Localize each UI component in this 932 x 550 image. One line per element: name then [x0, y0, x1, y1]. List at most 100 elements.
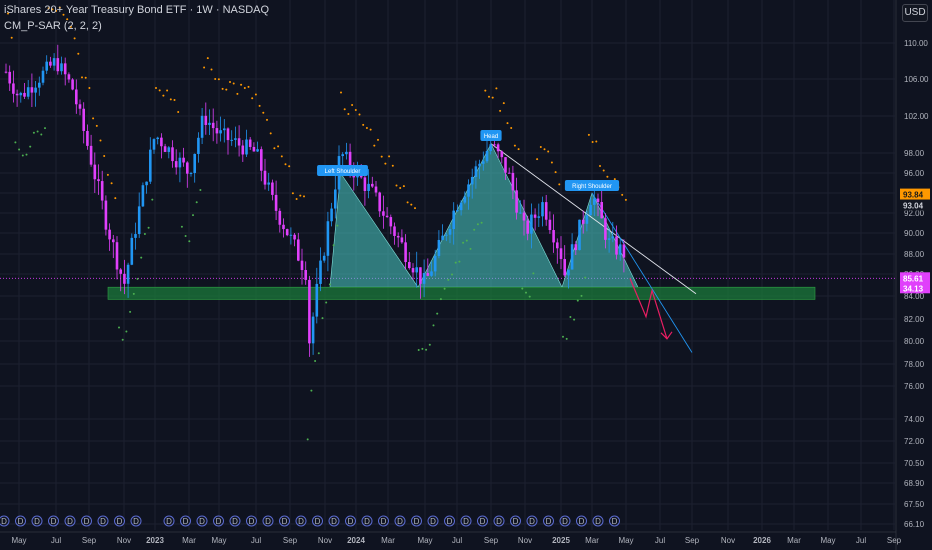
time-tick-label: 2024: [347, 536, 365, 545]
candle-body: [263, 170, 267, 185]
time-tick-label: Jul: [655, 536, 665, 545]
sar-dot: [451, 273, 453, 276]
candle-body: [271, 182, 274, 195]
candle-body: [433, 255, 437, 272]
sar-dot: [388, 155, 391, 158]
dividend-marker: [543, 515, 554, 527]
sar-dot: [421, 347, 424, 350]
sar-dot: [143, 233, 146, 236]
sar-dot: [140, 256, 143, 259]
sar-dot: [21, 154, 24, 157]
time-tick-label: May: [618, 536, 633, 545]
candle-body: [448, 229, 452, 235]
sar-dot: [110, 182, 113, 185]
candle-body: [611, 236, 615, 239]
price-tick-label: 70.50: [904, 459, 925, 468]
dividend-marker-label: D: [1, 517, 7, 526]
candle-body: [23, 92, 26, 97]
price-tick-label: 74.00: [904, 415, 925, 424]
projection-arrow: [629, 278, 673, 340]
dividend-marker-label: D: [579, 517, 585, 526]
candle-body: [411, 268, 415, 273]
dividend-marker-label: D: [100, 517, 106, 526]
sar-dot: [121, 338, 124, 341]
time-tick-label: Nov: [117, 536, 131, 545]
time-tick-label: 2026: [753, 536, 771, 545]
price-tick-label: 102.00: [904, 112, 929, 121]
price-tick-label: 82.00: [904, 315, 925, 324]
sar-dot: [484, 89, 487, 92]
sar-dot: [521, 287, 524, 290]
projection-arrowhead: [660, 331, 673, 340]
candle-body: [500, 151, 504, 158]
candle-body: [507, 172, 511, 174]
candle-body: [178, 157, 182, 168]
candle-body: [141, 185, 145, 207]
candle-body: [459, 202, 463, 211]
trend-lines: [490, 143, 697, 353]
dividend-marker-label: D: [562, 517, 568, 526]
candle-body: [485, 150, 489, 162]
candle-body: [341, 154, 344, 157]
sar-dot: [288, 165, 291, 168]
sar-dot: [554, 171, 557, 174]
dividend-marker-label: D: [298, 517, 304, 526]
price-tag-last-bg: [900, 272, 930, 284]
sar-dot: [525, 291, 527, 294]
dividend-marker: [0, 515, 10, 527]
candle-body: [533, 214, 537, 218]
sar-dot: [310, 389, 313, 392]
sar-dot: [147, 226, 150, 229]
sar-dot: [7, 12, 9, 15]
right-shoulder-label: Right Shoulder: [572, 184, 612, 190]
price-tick-label: 66.10: [904, 520, 925, 529]
candle-body: [34, 87, 37, 93]
sar-dot: [77, 52, 80, 55]
candle-body: [93, 164, 97, 180]
dividend-marker-label: D: [381, 517, 387, 526]
candle-body: [544, 202, 548, 220]
candle-body: [489, 144, 492, 151]
sar-dot: [417, 348, 420, 351]
candle-body: [123, 273, 126, 284]
dividend-marker: [526, 515, 538, 527]
price-tick-label: 72.00: [904, 437, 925, 446]
indicator-label[interactable]: CM_P-SAR (2, 2, 2): [4, 20, 102, 32]
sar-dot: [214, 77, 217, 80]
candle-body: [67, 74, 71, 80]
sar-dot: [580, 294, 583, 297]
candle-body: [563, 258, 566, 276]
dividend-marker-label: D: [282, 517, 288, 526]
sar-dot: [328, 283, 331, 286]
candle-body: [8, 71, 11, 84]
candle-body: [182, 157, 185, 163]
candle-body: [104, 200, 108, 230]
dividend-marker: [312, 515, 323, 527]
currency-button[interactable]: USD: [902, 4, 928, 22]
price-tick-label: 96.00: [904, 169, 925, 178]
sar-dot: [569, 315, 572, 318]
candle-body: [215, 128, 219, 134]
sar-dot: [125, 330, 128, 333]
sar-dot: [495, 87, 498, 90]
candle-body: [230, 139, 233, 141]
sar-dot: [447, 278, 450, 281]
dividend-marker: [81, 515, 92, 527]
candle-body: [63, 63, 67, 75]
sar-dot: [155, 87, 157, 90]
price-tick-label: 67.50: [904, 500, 925, 509]
candle-body: [504, 157, 507, 173]
candle-body: [311, 316, 315, 344]
sar-dot: [391, 164, 394, 167]
sar-dot: [58, 6, 61, 9]
sar-dot: [587, 133, 590, 136]
sar-dot: [399, 186, 402, 189]
candle-body: [474, 166, 478, 177]
candle-body: [374, 186, 378, 193]
price-tick-label: 68.90: [904, 479, 925, 488]
price-tag-upper-a-bg: [900, 188, 930, 200]
sar-dot: [44, 127, 46, 130]
price-tick-label: 80.00: [904, 337, 925, 346]
price-tick-label: 106.00: [904, 75, 929, 84]
